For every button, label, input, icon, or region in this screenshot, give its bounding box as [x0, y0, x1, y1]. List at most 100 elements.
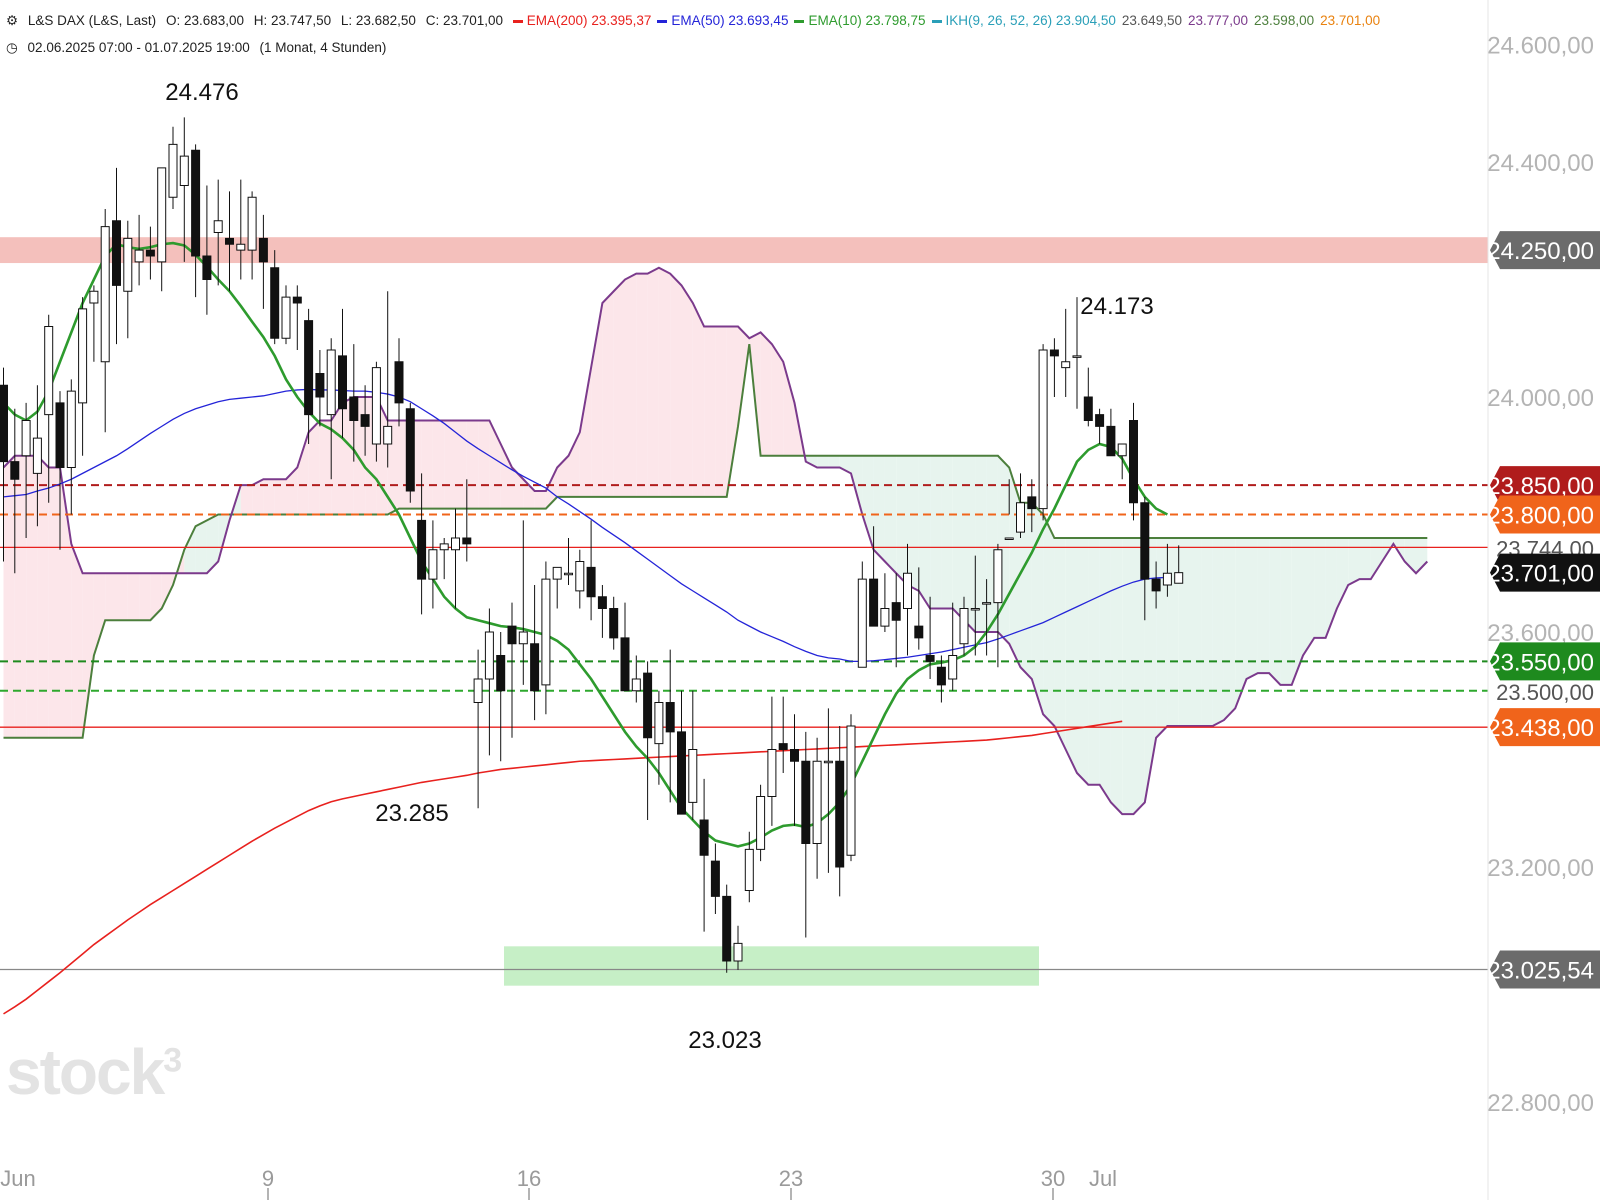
- candle: [801, 731, 811, 938]
- candle-body: [835, 760, 845, 868]
- candle: [903, 543, 912, 656]
- cloud-segment: [681, 285, 693, 497]
- price-tag: 23.550,00: [1487, 642, 1600, 681]
- candle-body: [1106, 425, 1116, 457]
- cloud-segment: [1348, 538, 1360, 585]
- candle: [778, 696, 788, 773]
- candle-body: [993, 549, 1003, 604]
- indicator-value: 23.798,75: [865, 13, 926, 28]
- cloud-segment: [184, 526, 196, 574]
- cloud-segment: [1201, 538, 1213, 726]
- cloud-segment: [975, 455, 987, 632]
- candle: [857, 561, 867, 668]
- candle-body: [756, 796, 766, 850]
- candle: [112, 167, 121, 345]
- candle: [462, 479, 472, 562]
- candle-body: [1174, 572, 1184, 584]
- candle-body: [1027, 496, 1037, 510]
- candle-body: [665, 702, 675, 733]
- chart-settings-icon[interactable]: ⚙: [6, 13, 19, 28]
- candle-body: [903, 572, 912, 609]
- cloud-segment: [557, 455, 569, 497]
- cloud-segment: [1144, 538, 1157, 803]
- candle-body: [157, 167, 167, 263]
- candle-body: [575, 561, 585, 592]
- candle: [1106, 408, 1116, 457]
- cloud-segment: [1223, 538, 1236, 721]
- candle: [1061, 308, 1071, 397]
- candle-body: [801, 760, 811, 844]
- candle-body: [710, 860, 720, 897]
- candle-body: [744, 848, 754, 891]
- candle: [0, 367, 8, 562]
- candle: [936, 655, 946, 703]
- cloud-segment: [14, 455, 27, 738]
- candle: [586, 520, 596, 621]
- price-tag-bg: [1490, 231, 1600, 270]
- candle-body: [1072, 355, 1082, 358]
- indicator-swatch: [512, 19, 523, 23]
- cloud-segment: [319, 420, 332, 515]
- cloud-segment: [545, 467, 558, 509]
- candle-body: [620, 637, 630, 692]
- candle: [55, 391, 65, 550]
- price-tag-label: 24.250,00: [1487, 238, 1594, 265]
- indicator-1: EMA(50) 23.693,45: [657, 13, 788, 28]
- cloud-segment: [1212, 538, 1224, 726]
- cloud-segment: [896, 455, 908, 585]
- cloud-segment: [1359, 538, 1371, 580]
- cloud-segment: [297, 432, 309, 515]
- candle-body: [643, 672, 653, 739]
- candle-body: [462, 537, 472, 545]
- cloud-segment: [568, 432, 580, 497]
- candle: [1016, 473, 1025, 538]
- candle: [597, 585, 607, 638]
- ema200-line: [3, 720, 1123, 1015]
- cloud-segment: [308, 420, 320, 515]
- ikh-value-1: 23.777,00: [1187, 13, 1249, 28]
- cloud-segment: [286, 467, 298, 515]
- candle-body: [936, 666, 946, 686]
- cloud-segment: [116, 573, 128, 621]
- price-axis: 24.600,0024.400,0024.000,0023.600,0023.2…: [1487, 0, 1594, 1200]
- candle: [191, 144, 201, 298]
- candle: [530, 585, 540, 721]
- candle-body: [507, 625, 517, 645]
- candle: [326, 338, 336, 480]
- candle: [722, 884, 732, 973]
- cloud-segment: [862, 455, 874, 550]
- cloud-segment: [82, 573, 94, 738]
- cloud-segment: [3, 455, 15, 738]
- clock-icon: ◷: [6, 40, 18, 55]
- candle: [451, 508, 460, 609]
- candle: [405, 402, 415, 503]
- candle-body: [270, 267, 280, 339]
- candle-body: [225, 237, 234, 245]
- candle-body: [869, 578, 879, 627]
- candle-body: [1083, 396, 1093, 421]
- candle: [914, 567, 924, 650]
- candle: [756, 784, 766, 862]
- period-range: 02.06.2025 07:00 - 01.07.2025 19:00: [27, 40, 250, 55]
- cloud-segment: [274, 479, 286, 515]
- price-annotation: 23.285: [375, 800, 448, 827]
- candle-body: [123, 237, 133, 292]
- candle: [473, 649, 483, 809]
- cloud-segment: [726, 326, 738, 497]
- candle: [349, 344, 359, 462]
- cloud-segment: [704, 326, 716, 497]
- candle-body: [417, 519, 427, 580]
- x-tick-label: 9: [262, 1166, 274, 1191]
- price-tag-label: 23.550,00: [1487, 649, 1594, 676]
- zones-layer: [0, 237, 1488, 986]
- candle: [507, 602, 517, 738]
- candle: [631, 655, 641, 703]
- cloud-segment: [930, 455, 942, 609]
- cloud-segment: [907, 455, 919, 591]
- candle-body: [326, 349, 336, 416]
- cloud-segment: [489, 420, 501, 509]
- candle: [677, 690, 686, 815]
- candle-body: [1049, 349, 1059, 357]
- price-tags: 24.250,0023.850,0023.800,0023.701,0023.5…: [1487, 231, 1600, 989]
